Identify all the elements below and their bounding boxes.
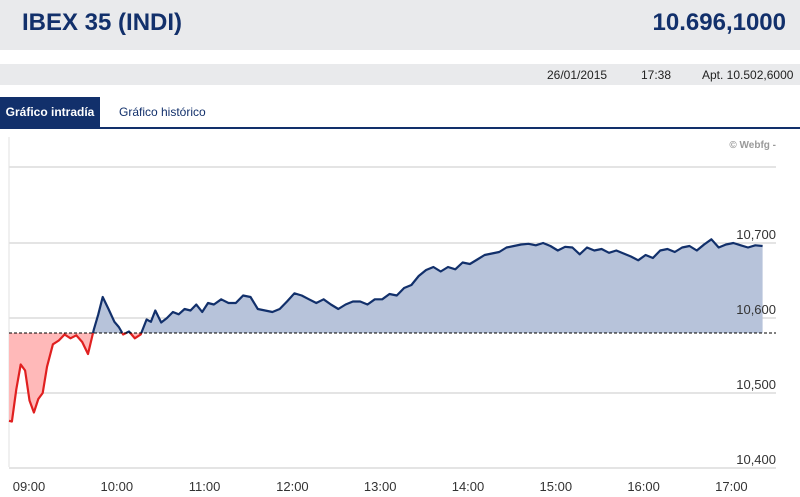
x-tick-label: 16:00 <box>627 479 660 494</box>
index-title: IBEX 35 (INDI) <box>22 9 183 36</box>
chart-watermark: © Webfg - <box>729 140 776 151</box>
last-price: 10.696,1000 <box>652 9 786 36</box>
x-tick-label: 09:00 <box>13 479 46 494</box>
quote-date: 26/01/2015 <box>547 68 608 82</box>
x-tick-label: 11:00 <box>189 479 221 494</box>
x-tick-label: 17:00 <box>715 479 748 494</box>
x-tick-label: 14:00 <box>452 479 485 494</box>
tab-historical-chart[interactable]: Gráfico histórico <box>119 105 206 119</box>
info-bar: 26/01/2015 17:38 Apt. 10.502,6000 <box>0 64 800 85</box>
area-below-reference <box>9 333 93 422</box>
price-line-above <box>91 295 124 334</box>
x-tick-label: 10:00 <box>101 479 134 494</box>
quote-time: 17:38 <box>641 68 672 82</box>
price-line-above <box>140 238 763 334</box>
chart-tabs: Gráfico intradía Gráfico histórico <box>0 97 800 129</box>
opening-value: Apt. 10.502,6000 <box>702 68 794 82</box>
y-tick-label: 10,400 <box>736 452 776 467</box>
x-tick-label: 13:00 <box>364 479 397 494</box>
x-tick-label: 15:00 <box>540 479 573 494</box>
y-tick-label: 10,500 <box>736 377 776 392</box>
header-gap <box>0 50 800 64</box>
price-line-below <box>8 332 95 423</box>
price-line-below <box>129 332 143 340</box>
y-tick-label: 10,600 <box>736 302 776 317</box>
area-above-reference <box>141 239 763 333</box>
tab-intraday-chart[interactable]: Gráfico intradía <box>0 97 100 127</box>
x-tick-label: 12:00 <box>276 479 309 494</box>
quote-header: IBEX 35 (INDI) 10.696,1000 <box>0 0 800 50</box>
y-tick-label: 10,700 <box>736 227 776 242</box>
area-below-reference <box>130 333 142 339</box>
